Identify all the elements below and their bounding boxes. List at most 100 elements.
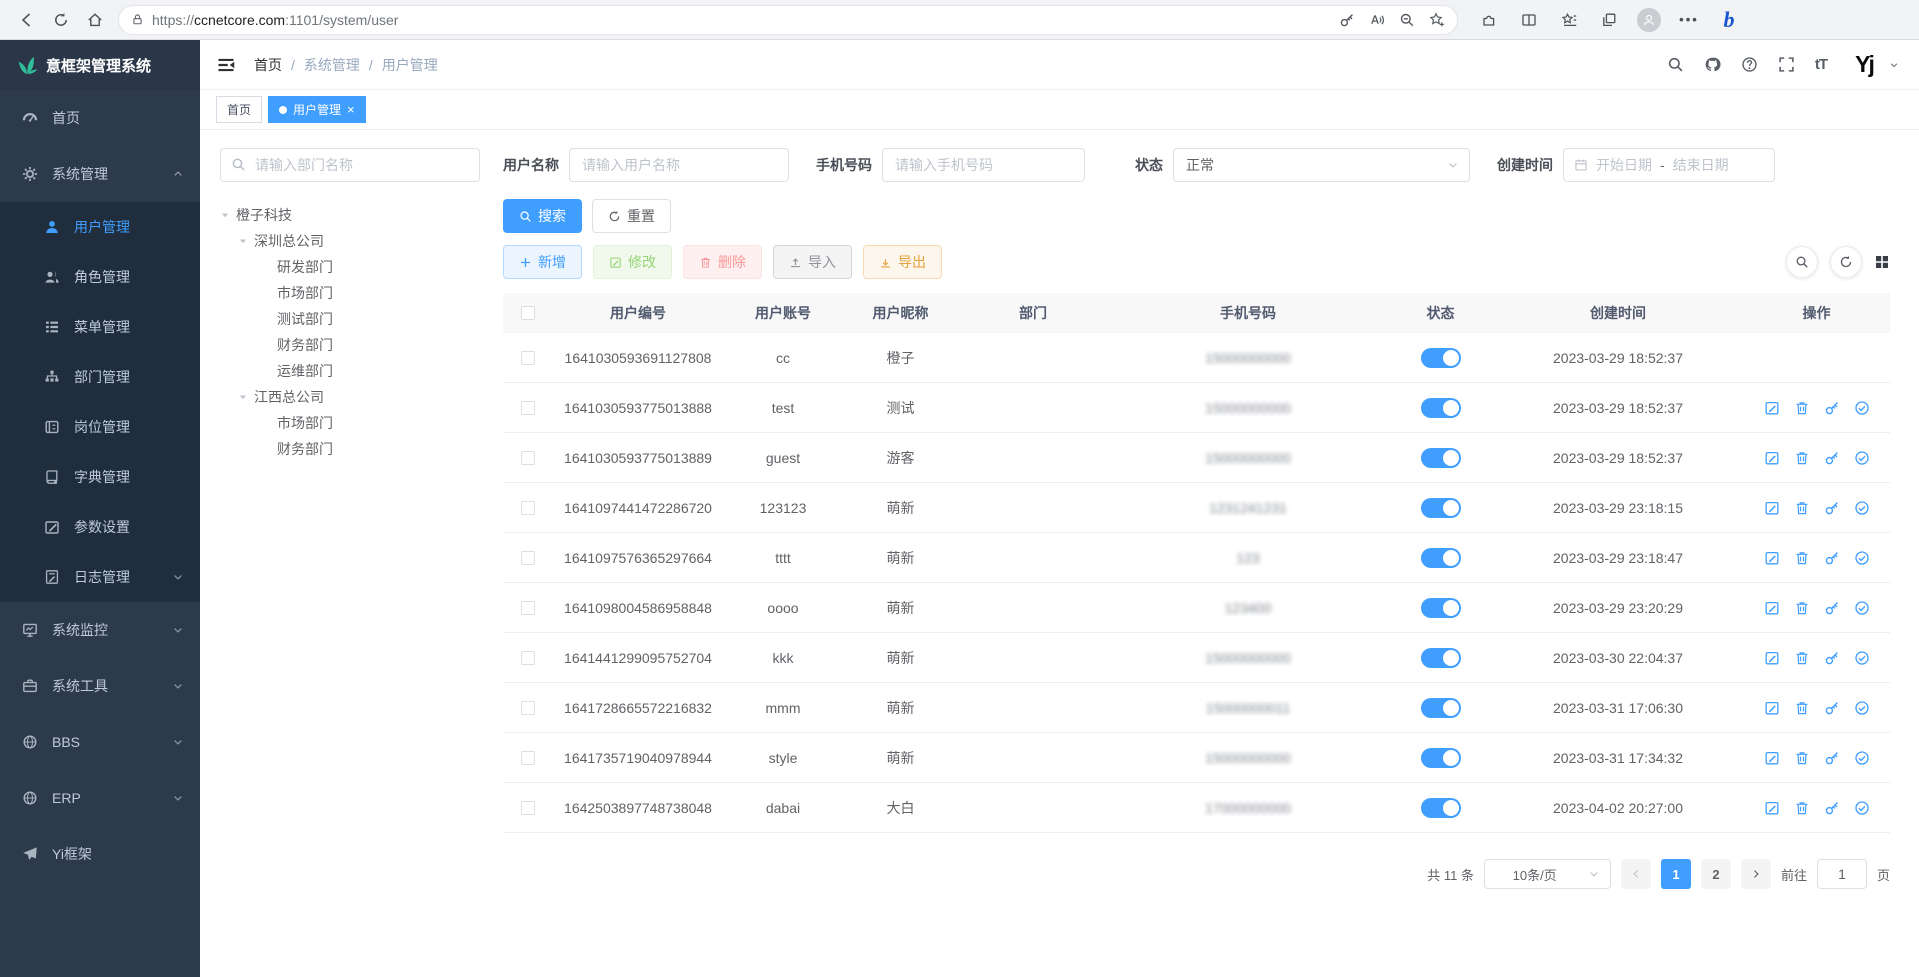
row-checkbox[interactable]: [521, 650, 535, 665]
tree-node-dept[interactable]: 财务部门: [277, 441, 333, 457]
sidebar-item-dept-mgmt[interactable]: 部门管理: [0, 352, 200, 402]
tree-node-dept[interactable]: 运维部门: [277, 363, 333, 379]
zoom-out-icon[interactable]: [1399, 12, 1415, 28]
delete-button[interactable]: 删除: [683, 245, 762, 279]
username-input[interactable]: [569, 148, 789, 182]
tree-node-dept[interactable]: 市场部门: [277, 285, 333, 301]
assign-role-icon[interactable]: [1854, 600, 1870, 616]
breadcrumb-system[interactable]: 系统管理: [303, 56, 360, 73]
browser-refresh-button[interactable]: [44, 5, 78, 35]
page-size-select[interactable]: 10条/页: [1483, 859, 1611, 889]
reset-password-icon[interactable]: [1824, 450, 1840, 466]
sidebar-item-bbs[interactable]: BBS: [0, 714, 200, 770]
address-bar[interactable]: https://ccnetcore.com:1101/system/user: [118, 4, 1458, 35]
reset-password-icon[interactable]: [1824, 550, 1840, 566]
edit-icon[interactable]: [1764, 400, 1780, 416]
row-checkbox[interactable]: [521, 600, 535, 615]
reset-password-icon[interactable]: [1824, 700, 1840, 716]
add-favorite-icon[interactable]: [1429, 12, 1445, 28]
dept-search-input[interactable]: [220, 148, 480, 182]
fullscreen-icon[interactable]: [1778, 56, 1795, 73]
delete-icon[interactable]: [1794, 650, 1810, 666]
tab-home[interactable]: 首页: [216, 96, 263, 123]
search-button[interactable]: 搜索: [503, 199, 582, 233]
add-button[interactable]: 新增: [503, 245, 582, 279]
sidebar-collapse-icon[interactable]: [216, 55, 236, 75]
sidebar-item-erp[interactable]: ERP: [0, 770, 200, 826]
tree-node-dept[interactable]: 市场部门: [277, 415, 333, 431]
assign-role-icon[interactable]: [1854, 450, 1870, 466]
tree-expand-icon[interactable]: [238, 236, 248, 246]
sidebar-item-menu-mgmt[interactable]: 菜单管理: [0, 302, 200, 352]
row-checkbox[interactable]: [521, 750, 535, 765]
page-button-1[interactable]: 1: [1660, 859, 1691, 889]
edit-icon[interactable]: [1764, 450, 1780, 466]
sidebar-item-post-mgmt[interactable]: 岗位管理: [0, 402, 200, 452]
status-toggle[interactable]: [1420, 747, 1461, 768]
select-all-checkbox[interactable]: [521, 306, 535, 320]
delete-icon[interactable]: [1794, 750, 1810, 766]
assign-role-icon[interactable]: [1854, 750, 1870, 766]
status-select[interactable]: 正常: [1173, 148, 1470, 182]
reset-password-icon[interactable]: [1824, 650, 1840, 666]
tree-node-company[interactable]: 江西总公司: [220, 384, 480, 410]
edit-icon[interactable]: [1764, 750, 1780, 766]
tab-user-mgmt[interactable]: 用户管理 ×: [268, 96, 366, 123]
app-logo[interactable]: 意框架管理系统: [0, 40, 200, 90]
sidebar-item-role-mgmt[interactable]: 角色管理: [0, 252, 200, 302]
status-toggle[interactable]: [1420, 797, 1461, 818]
assign-role-icon[interactable]: [1854, 700, 1870, 716]
tree-node-company[interactable]: 深圳总公司: [220, 228, 480, 254]
tree-node-dept[interactable]: 测试部门: [277, 311, 333, 327]
row-checkbox[interactable]: [521, 350, 535, 365]
password-key-icon[interactable]: [1339, 12, 1355, 28]
bing-copilot-icon[interactable]: b: [1723, 6, 1735, 32]
status-toggle[interactable]: [1420, 547, 1461, 568]
column-settings-icon[interactable]: [1874, 254, 1890, 270]
sidebar-item-param-settings[interactable]: 参数设置: [0, 502, 200, 552]
assign-role-icon[interactable]: [1854, 800, 1870, 816]
prev-page-button[interactable]: [1620, 859, 1651, 889]
status-toggle[interactable]: [1420, 447, 1461, 468]
browser-more-menu[interactable]: •••: [1679, 12, 1699, 27]
assign-role-icon[interactable]: [1854, 550, 1870, 566]
row-checkbox[interactable]: [521, 500, 535, 515]
refresh-table-button[interactable]: [1830, 246, 1862, 278]
sidebar-item-yi-framework[interactable]: Yi框架: [0, 826, 200, 882]
import-button[interactable]: 导入: [773, 245, 852, 279]
export-button[interactable]: 导出: [863, 245, 942, 279]
tree-node-root[interactable]: 橙子科技: [220, 202, 480, 228]
edit-icon[interactable]: [1764, 500, 1780, 516]
reset-password-icon[interactable]: [1824, 800, 1840, 816]
github-icon[interactable]: [1704, 56, 1721, 73]
delete-icon[interactable]: [1794, 600, 1810, 616]
next-page-button[interactable]: [1740, 859, 1771, 889]
split-screen-icon[interactable]: [1512, 5, 1546, 35]
delete-icon[interactable]: [1794, 500, 1810, 516]
help-icon[interactable]: [1741, 56, 1758, 73]
edit-button[interactable]: 修改: [593, 245, 672, 279]
edit-icon[interactable]: [1764, 600, 1780, 616]
reset-button[interactable]: 重置: [592, 199, 671, 233]
font-size-icon[interactable]: tT: [1814, 56, 1828, 73]
edit-icon[interactable]: [1764, 800, 1780, 816]
sidebar-item-log-mgmt[interactable]: 日志管理: [0, 552, 200, 602]
tree-expand-icon[interactable]: [220, 210, 230, 220]
tree-node-dept[interactable]: 财务部门: [277, 337, 333, 353]
assign-role-icon[interactable]: [1854, 400, 1870, 416]
delete-icon[interactable]: [1794, 800, 1810, 816]
sidebar-item-home[interactable]: 首页: [0, 90, 200, 146]
status-toggle[interactable]: [1420, 347, 1461, 368]
sidebar-item-monitor[interactable]: 系统监控: [0, 602, 200, 658]
sidebar-item-tools[interactable]: 系统工具: [0, 658, 200, 714]
tree-node-dept[interactable]: 研发部门: [277, 259, 333, 275]
delete-icon[interactable]: [1794, 700, 1810, 716]
header-search-icon[interactable]: [1667, 56, 1684, 73]
status-toggle[interactable]: [1420, 397, 1461, 418]
row-checkbox[interactable]: [521, 400, 535, 415]
edit-icon[interactable]: [1764, 700, 1780, 716]
row-checkbox[interactable]: [521, 700, 535, 715]
row-checkbox[interactable]: [521, 550, 535, 565]
reset-password-icon[interactable]: [1824, 750, 1840, 766]
status-toggle[interactable]: [1420, 697, 1461, 718]
